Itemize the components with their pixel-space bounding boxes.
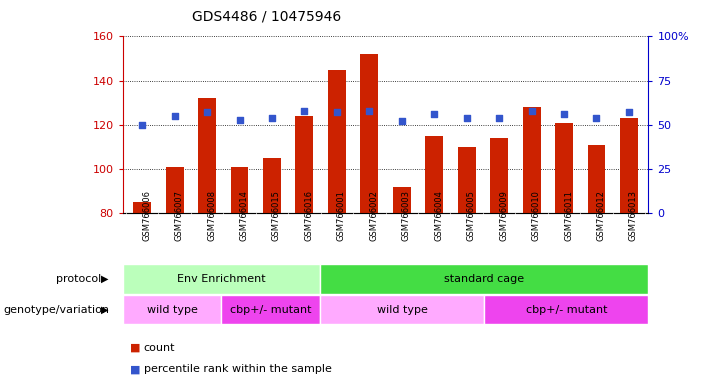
- Text: GDS4486 / 10475946: GDS4486 / 10475946: [192, 10, 341, 23]
- Text: GSM766001: GSM766001: [337, 190, 346, 241]
- Text: genotype/variation: genotype/variation: [4, 305, 109, 314]
- Point: [299, 108, 310, 114]
- Bar: [484, 295, 648, 324]
- Point: [364, 108, 375, 114]
- Bar: [490, 138, 508, 213]
- Text: GSM766003: GSM766003: [402, 190, 411, 241]
- Point: [428, 111, 440, 117]
- Point: [526, 108, 537, 114]
- Point: [137, 122, 148, 128]
- Bar: [320, 295, 484, 324]
- Bar: [123, 295, 222, 324]
- Text: GSM766005: GSM766005: [467, 190, 476, 241]
- Point: [461, 115, 472, 121]
- Text: GSM766011: GSM766011: [564, 190, 573, 241]
- Text: Env Enrichment: Env Enrichment: [177, 274, 266, 284]
- Text: GSM766009: GSM766009: [499, 190, 508, 241]
- Bar: [296, 116, 313, 213]
- Text: ■: ■: [130, 343, 140, 353]
- Point: [234, 116, 245, 122]
- Point: [201, 109, 212, 116]
- Bar: [523, 107, 540, 213]
- Text: GSM766006: GSM766006: [142, 190, 151, 241]
- Text: GSM766013: GSM766013: [629, 190, 638, 241]
- Text: cbp+/- mutant: cbp+/- mutant: [526, 305, 607, 314]
- Text: cbp+/- mutant: cbp+/- mutant: [230, 305, 311, 314]
- Text: wild type: wild type: [147, 305, 198, 314]
- Text: percentile rank within the sample: percentile rank within the sample: [144, 364, 332, 374]
- Bar: [263, 158, 281, 213]
- Text: standard cage: standard cage: [444, 274, 524, 284]
- Text: ■: ■: [130, 364, 140, 374]
- Point: [623, 109, 634, 116]
- Text: wild type: wild type: [376, 305, 428, 314]
- Bar: [198, 98, 216, 213]
- Bar: [393, 187, 411, 213]
- Bar: [587, 145, 606, 213]
- Point: [169, 113, 180, 119]
- Bar: [360, 54, 379, 213]
- Bar: [123, 264, 320, 294]
- Text: GSM766008: GSM766008: [207, 190, 216, 241]
- Bar: [458, 147, 475, 213]
- Bar: [555, 122, 573, 213]
- Bar: [222, 295, 320, 324]
- Bar: [231, 167, 248, 213]
- Text: GSM766002: GSM766002: [369, 190, 379, 241]
- Bar: [328, 70, 346, 213]
- Bar: [620, 118, 638, 213]
- Point: [494, 115, 505, 121]
- Text: ▶: ▶: [101, 274, 109, 284]
- Text: GSM766012: GSM766012: [597, 190, 606, 241]
- Text: GSM766004: GSM766004: [434, 190, 443, 241]
- Text: GSM766010: GSM766010: [531, 190, 540, 241]
- Point: [559, 111, 570, 117]
- Text: GSM766014: GSM766014: [240, 190, 249, 241]
- Text: count: count: [144, 343, 175, 353]
- Text: GSM766016: GSM766016: [304, 190, 313, 241]
- Bar: [320, 264, 648, 294]
- Point: [591, 115, 602, 121]
- Point: [332, 109, 343, 116]
- Text: GSM766015: GSM766015: [272, 190, 281, 241]
- Bar: [133, 202, 151, 213]
- Text: protocol: protocol: [56, 274, 102, 284]
- Point: [396, 118, 407, 124]
- Point: [266, 115, 278, 121]
- Bar: [165, 167, 184, 213]
- Text: GSM766007: GSM766007: [175, 190, 184, 241]
- Bar: [426, 136, 443, 213]
- Text: ▶: ▶: [101, 305, 109, 314]
